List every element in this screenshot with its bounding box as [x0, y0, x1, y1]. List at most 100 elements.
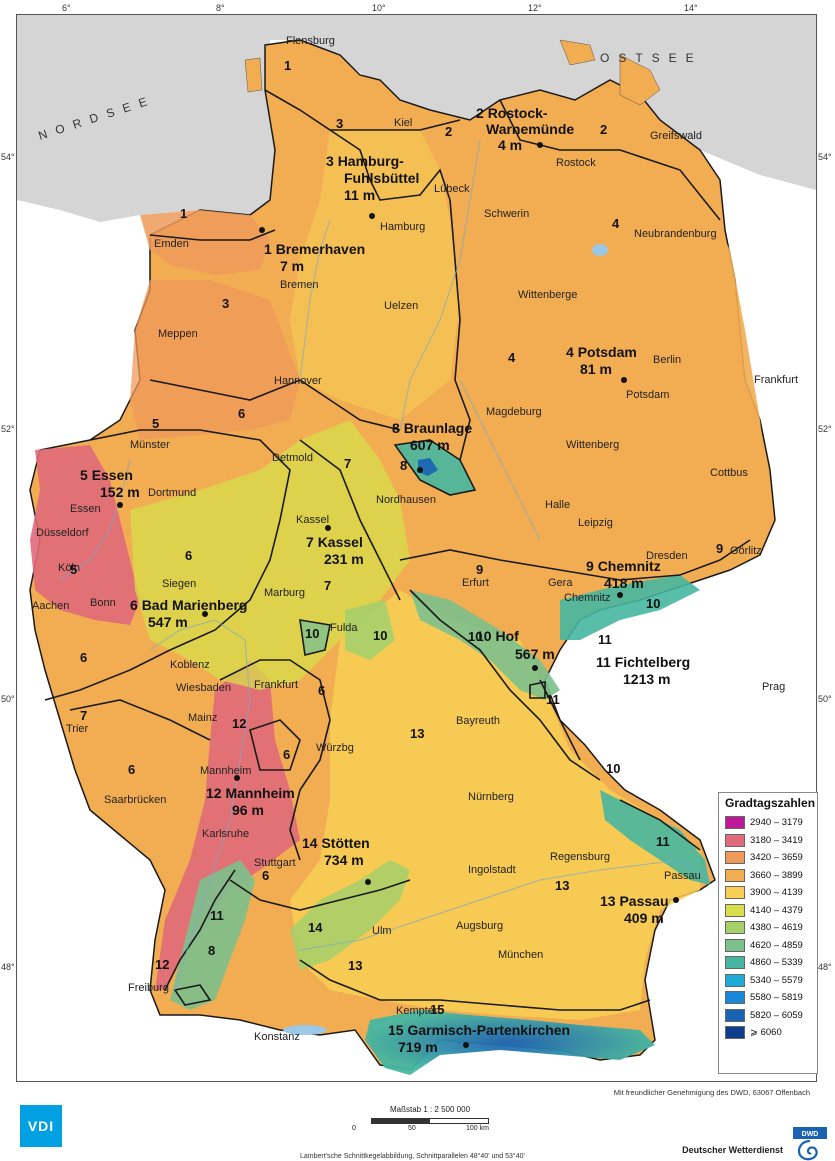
- svg-text:DWD: DWD: [802, 1131, 819, 1138]
- legend-label: 4140 – 4379: [750, 904, 803, 916]
- svg-text:Wittenberg: Wittenberg: [566, 439, 619, 451]
- svg-text:547 m: 547 m: [148, 614, 188, 630]
- svg-text:8: 8: [208, 943, 215, 958]
- station-fichtelberg: 11 Fichtelberg 1213 m: [596, 654, 690, 687]
- svg-text:Stuttgart: Stuttgart: [254, 857, 296, 869]
- svg-text:12: 12: [232, 716, 246, 731]
- svg-text:10: 10: [646, 596, 660, 611]
- svg-text:Görlitz: Görlitz: [730, 545, 762, 557]
- legend-items: 2940 – 3179 3180 – 3419 3420 – 3659 3660 – …: [719, 814, 817, 1042]
- svg-text:1: 1: [284, 58, 291, 73]
- svg-text:3 Hamburg-: 3 Hamburg-: [326, 153, 404, 169]
- svg-text:607 m: 607 m: [410, 437, 450, 453]
- svg-text:13 Passau: 13 Passau: [600, 893, 669, 909]
- station-passau: 13 Passau 409 m: [600, 893, 679, 926]
- dwd-name: Deutscher Wetterdienst: [682, 1145, 783, 1155]
- svg-text:Freiburg: Freiburg: [128, 982, 169, 994]
- legend-swatch: [725, 851, 745, 865]
- svg-text:15: 15: [430, 1002, 444, 1017]
- legend-label: 5580 – 5819: [750, 992, 803, 1004]
- legend-item: 3420 – 3659: [719, 849, 817, 867]
- svg-text:10: 10: [373, 628, 387, 643]
- svg-text:Passau: Passau: [664, 870, 701, 882]
- svg-text:54°: 54°: [1, 152, 15, 162]
- zone-black-forest: [170, 860, 255, 1010]
- svg-text:13: 13: [348, 958, 362, 973]
- zone-boundaries: [44, 89, 751, 1011]
- station-bremerhaven: 1 Bremerhaven 7 m: [259, 227, 365, 274]
- svg-text:6: 6: [262, 868, 269, 883]
- station-stoetten: 14 Stötten 734 m: [302, 835, 371, 885]
- legend-item: 5580 – 5819: [719, 989, 817, 1007]
- scale-tick-0: 0: [352, 1125, 356, 1132]
- svg-text:Frankfurt: Frankfurt: [754, 374, 798, 386]
- svg-text:Augsburg: Augsburg: [456, 920, 503, 932]
- svg-text:Essen: Essen: [70, 503, 101, 515]
- svg-text:Erfurt: Erfurt: [462, 577, 489, 589]
- cities: Flensburg Kiel Greifswald Rostock Lübeck…: [32, 35, 798, 1043]
- zone-rhine-ruhr: [30, 445, 140, 625]
- legend-label: 4380 – 4619: [750, 922, 803, 934]
- svg-text:14 Stötten: 14 Stötten: [302, 835, 370, 851]
- rivers: [59, 139, 711, 991]
- svg-text:Halle: Halle: [545, 499, 570, 511]
- legend-label: 3900 – 4139: [750, 887, 803, 899]
- legend-label: 5820 – 6059: [750, 1009, 803, 1021]
- svg-text:7 Kassel: 7 Kassel: [306, 534, 363, 550]
- legend-swatch: [725, 956, 745, 970]
- svg-text:Gera: Gera: [548, 577, 573, 589]
- svg-text:6: 6: [283, 747, 290, 762]
- svg-text:10 Hof: 10 Hof: [476, 628, 519, 644]
- zone-coastal-west: [140, 210, 270, 275]
- zone-rhoen: [345, 600, 395, 660]
- zone-northwest: [130, 280, 300, 440]
- svg-text:4: 4: [612, 216, 620, 231]
- svg-text:231 m: 231 m: [324, 551, 364, 567]
- svg-text:Berlin: Berlin: [653, 354, 681, 366]
- svg-text:6 Bad Marienberg: 6 Bad Marienberg: [130, 597, 248, 613]
- svg-text:Kiel: Kiel: [394, 117, 412, 129]
- svg-text:567 m: 567 m: [515, 646, 555, 662]
- svg-text:52°: 52°: [1, 424, 15, 434]
- svg-text:6: 6: [128, 762, 135, 777]
- svg-text:409 m: 409 m: [624, 910, 664, 926]
- svg-text:Prag: Prag: [762, 681, 785, 693]
- svg-text:9: 9: [476, 562, 483, 577]
- legend-swatch: [725, 833, 745, 847]
- svg-text:48°: 48°: [818, 962, 832, 972]
- svg-text:96 m: 96 m: [232, 802, 264, 818]
- zone-south: [290, 590, 700, 1020]
- svg-text:Siegen: Siegen: [162, 578, 196, 590]
- station-bad-marienberg: 6 Bad Marienberg 547 m: [130, 597, 248, 630]
- svg-text:Potsdam: Potsdam: [626, 389, 669, 401]
- legend-item: 5340 – 5579: [719, 972, 817, 990]
- svg-text:Uelzen: Uelzen: [384, 300, 418, 312]
- station-hamburg: 3 Hamburg- Fuhlsbüttel 11 m: [326, 153, 419, 219]
- svg-text:7: 7: [324, 578, 331, 593]
- svg-text:81 m: 81 m: [580, 361, 612, 377]
- svg-text:2: 2: [445, 124, 452, 139]
- scale-tick-100: 100 km: [466, 1125, 489, 1132]
- svg-text:48°: 48°: [1, 962, 15, 972]
- legend-item: ⩾ 6060: [719, 1024, 817, 1042]
- legend-item: 4620 – 4859: [719, 937, 817, 955]
- svg-text:Warnemünde: Warnemünde: [486, 121, 574, 137]
- svg-text:6°: 6°: [62, 3, 71, 13]
- sea-area: [17, 15, 816, 222]
- legend-swatch: [725, 868, 745, 882]
- svg-text:Cottbus: Cottbus: [710, 467, 748, 479]
- svg-text:50°: 50°: [818, 694, 832, 704]
- legend-label: 3420 – 3659: [750, 852, 803, 864]
- legend-title: Gradtagszahlen: [725, 796, 816, 810]
- svg-text:Münster: Münster: [130, 439, 170, 451]
- svg-text:5: 5: [70, 562, 77, 577]
- zone-east-orange: [450, 170, 770, 600]
- station-garmisch: 15 Garmisch-Partenkirchen 719 m: [388, 1022, 570, 1055]
- svg-text:Detmold: Detmold: [272, 452, 313, 464]
- station-essen: 5 Essen 152 m: [80, 467, 140, 508]
- svg-text:Meppen: Meppen: [158, 328, 198, 340]
- svg-text:Saarbrücken: Saarbrücken: [104, 794, 166, 806]
- svg-text:Lübeck: Lübeck: [434, 183, 470, 195]
- svg-text:Schwerin: Schwerin: [484, 208, 529, 220]
- legend-item: 4140 – 4379: [719, 902, 817, 920]
